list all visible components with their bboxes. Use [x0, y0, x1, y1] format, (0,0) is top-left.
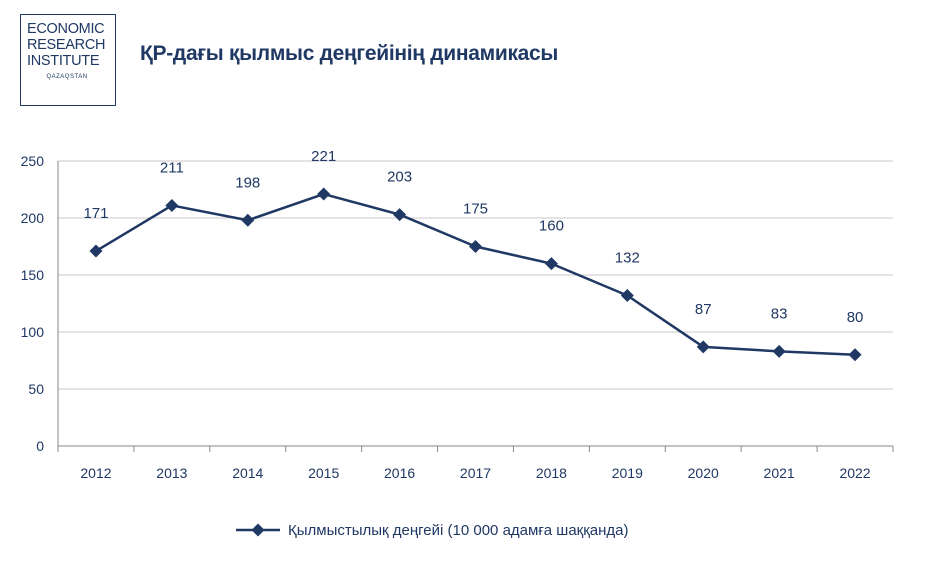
data-point-2018 [544, 257, 558, 271]
data-label-2018: 160 [539, 218, 564, 235]
x-tick-label-2017: 2017 [460, 465, 491, 481]
data-point-2020 [696, 340, 710, 354]
x-axis: 2012 2013 2014 2015 2016 2017 2018 2019 2020 2021… [57, 445, 894, 481]
data-label-2013: 211 [160, 159, 184, 176]
logo-subtitle: QAZAQSTAN [46, 74, 88, 80]
x-tick-label-2018: 2018 [536, 465, 567, 481]
logo-line-research: RESEARCH [27, 37, 106, 53]
legend-label: Қылмыстылық деңгейі (10 000 адамға шаққа… [288, 522, 629, 539]
data-label-2012: 171 [83, 205, 108, 222]
y-tick-label-100: 100 [21, 324, 45, 340]
data-labels: 171 211 198 221 203 175 160 132 87 83 80 [83, 148, 863, 326]
y-axis: 0 50 100 150 200 250 [21, 153, 59, 454]
legend-marker-diamond [251, 523, 265, 537]
data-point-2015 [317, 187, 331, 201]
x-tick-label-2014: 2014 [232, 465, 263, 481]
data-point-2022 [848, 348, 862, 362]
x-tick-label-2022: 2022 [839, 465, 870, 481]
grid-lines [58, 160, 893, 390]
data-point-2012 [89, 244, 103, 258]
logo-line-economic: ECONOMIC [27, 21, 105, 37]
x-tick-label-2016: 2016 [384, 465, 415, 481]
data-point-2014 [241, 213, 255, 227]
y-tick-label-0: 0 [36, 438, 44, 454]
data-label-2022: 80 [847, 309, 864, 326]
data-label-2016: 203 [387, 169, 412, 186]
chart-title: ҚР-дағы қылмыс деңгейінің динамикасы [140, 42, 559, 65]
data-label-2015: 221 [311, 148, 336, 165]
y-tick-label-200: 200 [21, 210, 45, 226]
data-label-2019: 132 [615, 250, 640, 267]
data-point-2016 [393, 208, 407, 222]
data-label-2014: 198 [235, 174, 260, 191]
y-tick-label-50: 50 [28, 381, 44, 397]
series-layer [89, 187, 862, 362]
legend: Қылмыстылық деңгейі (10 000 адамға шаққа… [236, 522, 629, 539]
x-tick-label-2019: 2019 [612, 465, 643, 481]
x-tick-label-2013: 2013 [156, 465, 187, 481]
x-tick-label-2015: 2015 [308, 465, 339, 481]
logo-line-institute: INSTITUTE [27, 53, 100, 69]
x-tick-label-2012: 2012 [80, 465, 111, 481]
data-point-2017 [469, 240, 482, 253]
y-tick-label-150: 150 [21, 267, 45, 283]
x-tick-label-2021: 2021 [764, 465, 795, 481]
y-tick-label-250: 250 [21, 153, 45, 169]
eri-logo: ECONOMIC RESEARCH INSTITUTE QAZAQSTAN [20, 14, 116, 106]
data-label-2017: 175 [463, 201, 488, 218]
data-label-2021: 83 [771, 305, 788, 322]
data-point-2019 [620, 289, 634, 303]
x-tick-label-2020: 2020 [688, 465, 719, 481]
data-point-2021 [772, 344, 786, 358]
data-point-2013 [165, 198, 179, 212]
data-label-2020: 87 [695, 301, 712, 318]
